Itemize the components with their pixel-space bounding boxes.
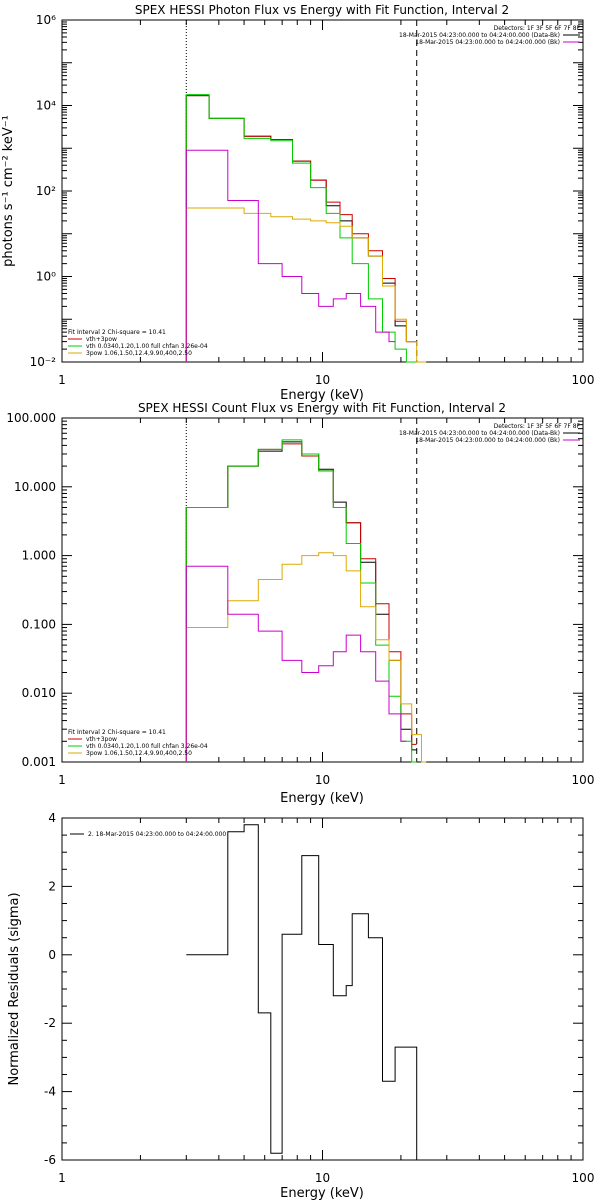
x-tick-label: 100: [572, 773, 595, 787]
series-line-3: [185, 207, 427, 363]
series-line-0: [185, 441, 417, 762]
y-tick-label: 0.010: [22, 686, 56, 700]
photon-flux-y-tick-labels: 10⁻² 10⁰ 10² 10⁴ 10⁶: [30, 13, 57, 369]
legend-entry-data-bk: 18-Mar-2015 04:23:00.000 to 04:24:00.000…: [399, 430, 560, 437]
y-tick-label: 10²: [36, 184, 56, 198]
residuals-legend: 2. 18-Mar-2015 04:23:00.000 to 04:24:00.…: [70, 831, 226, 838]
legend-entry-vth: vth 0.0340,1.20,1.00 full chfan 3.26e-04: [86, 343, 208, 350]
legend-detectors: Detectors: 1F 3F 5F 6F 7F 8F: [494, 25, 581, 32]
y-tick-label: -2: [44, 1016, 56, 1030]
series-line-1: [185, 443, 417, 762]
legend-entry-bk: 18-Mar-2015 04:23:00.000 to 04:24:00.000…: [415, 39, 560, 46]
photon-flux-panel: SPEX HESSI Photon Flux vs Energy with Fi…: [1, 3, 594, 403]
residuals-ticks: [61, 817, 583, 1161]
x-tick-label: 100: [572, 373, 595, 387]
photon-flux-plot-area: [61, 19, 584, 363]
residuals-x-label: Energy (keV): [280, 1186, 364, 1200]
x-tick-label: 10: [315, 373, 330, 387]
count-flux-y-tick-labels: 0.001 0.010 0.100 1.000 10.000 100.000: [6, 411, 56, 769]
x-tick-label: 1: [58, 1171, 66, 1185]
legend-entry-vth3pow: vth+3pow: [86, 736, 117, 743]
residuals-plot-area: [61, 817, 584, 1161]
photon-flux-y-label: photons s⁻¹ cm⁻² keV⁻¹: [1, 115, 16, 267]
legend-entry-3pow: 3pow 1.06,1.50,12.4,9.90,400,2.50: [86, 350, 192, 357]
count-flux-legend-bottom-left: Fit Interval 2 Chi-square = 10.41 vth+3p…: [68, 729, 208, 757]
legend-fit-header: Fit Interval 2 Chi-square = 10.41: [68, 729, 166, 736]
x-tick-label: 10: [315, 773, 330, 787]
y-tick-label: 10.000: [14, 480, 56, 494]
legend-entry-data-bk: 18-Mar-2015 04:23:00.000 to 04:24:00.000…: [399, 32, 560, 39]
series-line-4: [185, 149, 396, 362]
series-line-1: [185, 95, 417, 362]
photon-flux-x-tick-labels: 1 10 100: [58, 373, 594, 387]
legend-entry-bk: 18-Mar-2015 04:23:00.000 to 04:24:00.000…: [415, 437, 560, 444]
series-line-2: [185, 94, 417, 363]
legend-entry-vth3pow: vth+3pow: [86, 336, 117, 343]
series-line-2: [185, 439, 417, 763]
photon-flux-x-label: Energy (keV): [280, 388, 364, 403]
photon-flux-ticks: [61, 20, 583, 363]
series-line-0: [186, 824, 418, 1160]
legend-fit-header: Fit Interval 2 Chi-square = 10.41: [68, 329, 166, 336]
x-tick-label: 100: [572, 1171, 595, 1185]
count-flux-x-label: Energy (keV): [280, 791, 364, 806]
count-flux-title: SPEX HESSI Count Flux vs Energy with Fit…: [138, 401, 506, 415]
x-tick-label: 1: [58, 373, 66, 387]
y-tick-label: 10⁰: [36, 270, 56, 284]
residuals-x-tick-labels: 1 10 100: [58, 1171, 594, 1185]
count-flux-panel: SPEX HESSI Count Flux vs Energy with Fit…: [6, 401, 594, 806]
y-tick-label: -6: [44, 1153, 56, 1167]
y-tick-label: -4: [44, 1085, 56, 1099]
y-tick-label: 100.000: [6, 411, 56, 425]
legend-entry-3pow: 3pow 1.06,1.50,12.4,9.90,400,2.50: [86, 750, 192, 757]
count-flux-x-tick-labels: 1 10 100: [58, 773, 594, 787]
x-tick-label: 1: [58, 773, 66, 787]
y-tick-label: 2: [48, 879, 56, 893]
legend-entry-vth: vth 0.0340,1.20,1.00 full chfan 3.26e-04: [86, 743, 208, 750]
y-tick-label: 4: [48, 811, 56, 825]
legend-detectors: Detectors: 1F 3F 5F 6F 7F 8F: [494, 423, 581, 430]
y-tick-label: 10⁻²: [30, 355, 57, 369]
count-flux-series: [185, 418, 427, 763]
count-flux-ticks: [61, 418, 583, 763]
y-tick-label: 0.100: [22, 617, 56, 631]
residuals-y-tick-labels: -6 -4 -2 0 2 4: [44, 811, 56, 1167]
legend-entry-interval: 2. 18-Mar-2015 04:23:00.000 to 04:24:00.…: [88, 831, 226, 838]
y-tick-label: 0.001: [22, 755, 56, 769]
residuals-series: [186, 824, 418, 1160]
count-flux-legend-top-right: Detectors: 1F 3F 5F 6F 7F 8F 18-Mar-2015…: [399, 423, 581, 444]
y-tick-label: 10⁴: [36, 99, 56, 113]
photon-flux-legend-top-right: Detectors: 1F 3F 5F 6F 7F 8F 18-Mar-2015…: [399, 25, 581, 46]
y-tick-label: 10⁶: [36, 13, 56, 27]
residuals-panel: -6 -4 -2 0 2 4 1 10 100 Energy (keV) Normalized…: [7, 811, 594, 1200]
photon-flux-series: [185, 20, 427, 363]
series-line-3: [185, 552, 427, 763]
y-tick-label: 0: [48, 948, 56, 962]
residuals-y-label: Normalized Residuals (sigma): [7, 892, 22, 1085]
x-tick-label: 10: [315, 1171, 330, 1185]
photon-flux-legend-bottom-left: Fit Interval 2 Chi-square = 10.41 vth+3p…: [68, 329, 208, 357]
photon-flux-title: SPEX HESSI Photon Flux vs Energy with Fi…: [135, 3, 509, 17]
series-line-4: [185, 565, 407, 762]
y-tick-label: 1.000: [22, 549, 56, 563]
